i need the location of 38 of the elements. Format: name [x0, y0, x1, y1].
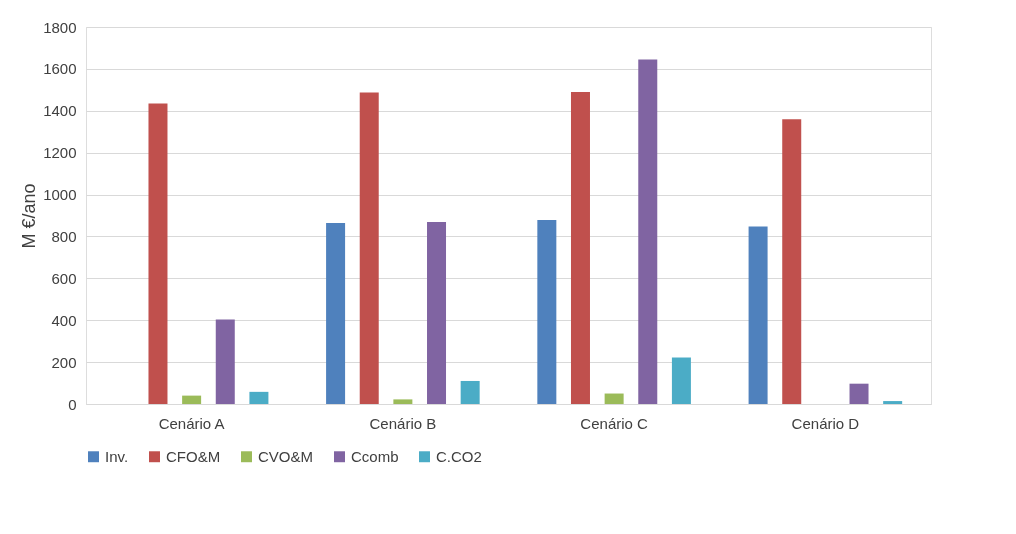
bar [182, 395, 202, 404]
y-tick-label: 200 [51, 353, 77, 371]
bar [570, 91, 590, 404]
y-axis-title: M €/ano [19, 183, 40, 249]
y-tick-label: 800 [51, 227, 77, 245]
x-tick-label: Cenário D [791, 414, 860, 432]
bar [537, 219, 557, 404]
bar [671, 357, 691, 404]
legend-label: C.CO2 [436, 447, 482, 465]
bar [748, 226, 768, 404]
y-tick-label: 1000 [43, 186, 77, 204]
bar [849, 383, 869, 404]
legend-label: Ccomb [351, 447, 399, 465]
y-tick-label: 600 [51, 269, 77, 287]
y-tick-label: 400 [51, 311, 77, 329]
bar [427, 221, 447, 404]
bar [326, 223, 346, 404]
y-tick-label: 1400 [43, 102, 77, 120]
y-tick-label: 1600 [43, 60, 77, 78]
bar [638, 59, 658, 404]
y-tick-label: 0 [68, 395, 77, 413]
x-tick-label: Cenário B [369, 414, 437, 432]
bar [393, 399, 413, 404]
y-tick-label: 1800 [43, 18, 77, 36]
bar [883, 401, 903, 404]
legend-label: CFO&M [166, 447, 221, 465]
bar [604, 393, 624, 404]
bar [460, 380, 480, 404]
legend-label: CVO&M [258, 447, 314, 465]
legend-label: Inv. [105, 447, 129, 465]
bar [359, 92, 379, 404]
y-tick-label: 1200 [43, 144, 77, 162]
x-tick-label: Cenário A [158, 414, 225, 432]
bar [782, 119, 802, 404]
bar [148, 103, 168, 404]
bar [215, 319, 235, 404]
x-tick-label: Cenário C [580, 414, 649, 432]
bar [249, 391, 269, 404]
